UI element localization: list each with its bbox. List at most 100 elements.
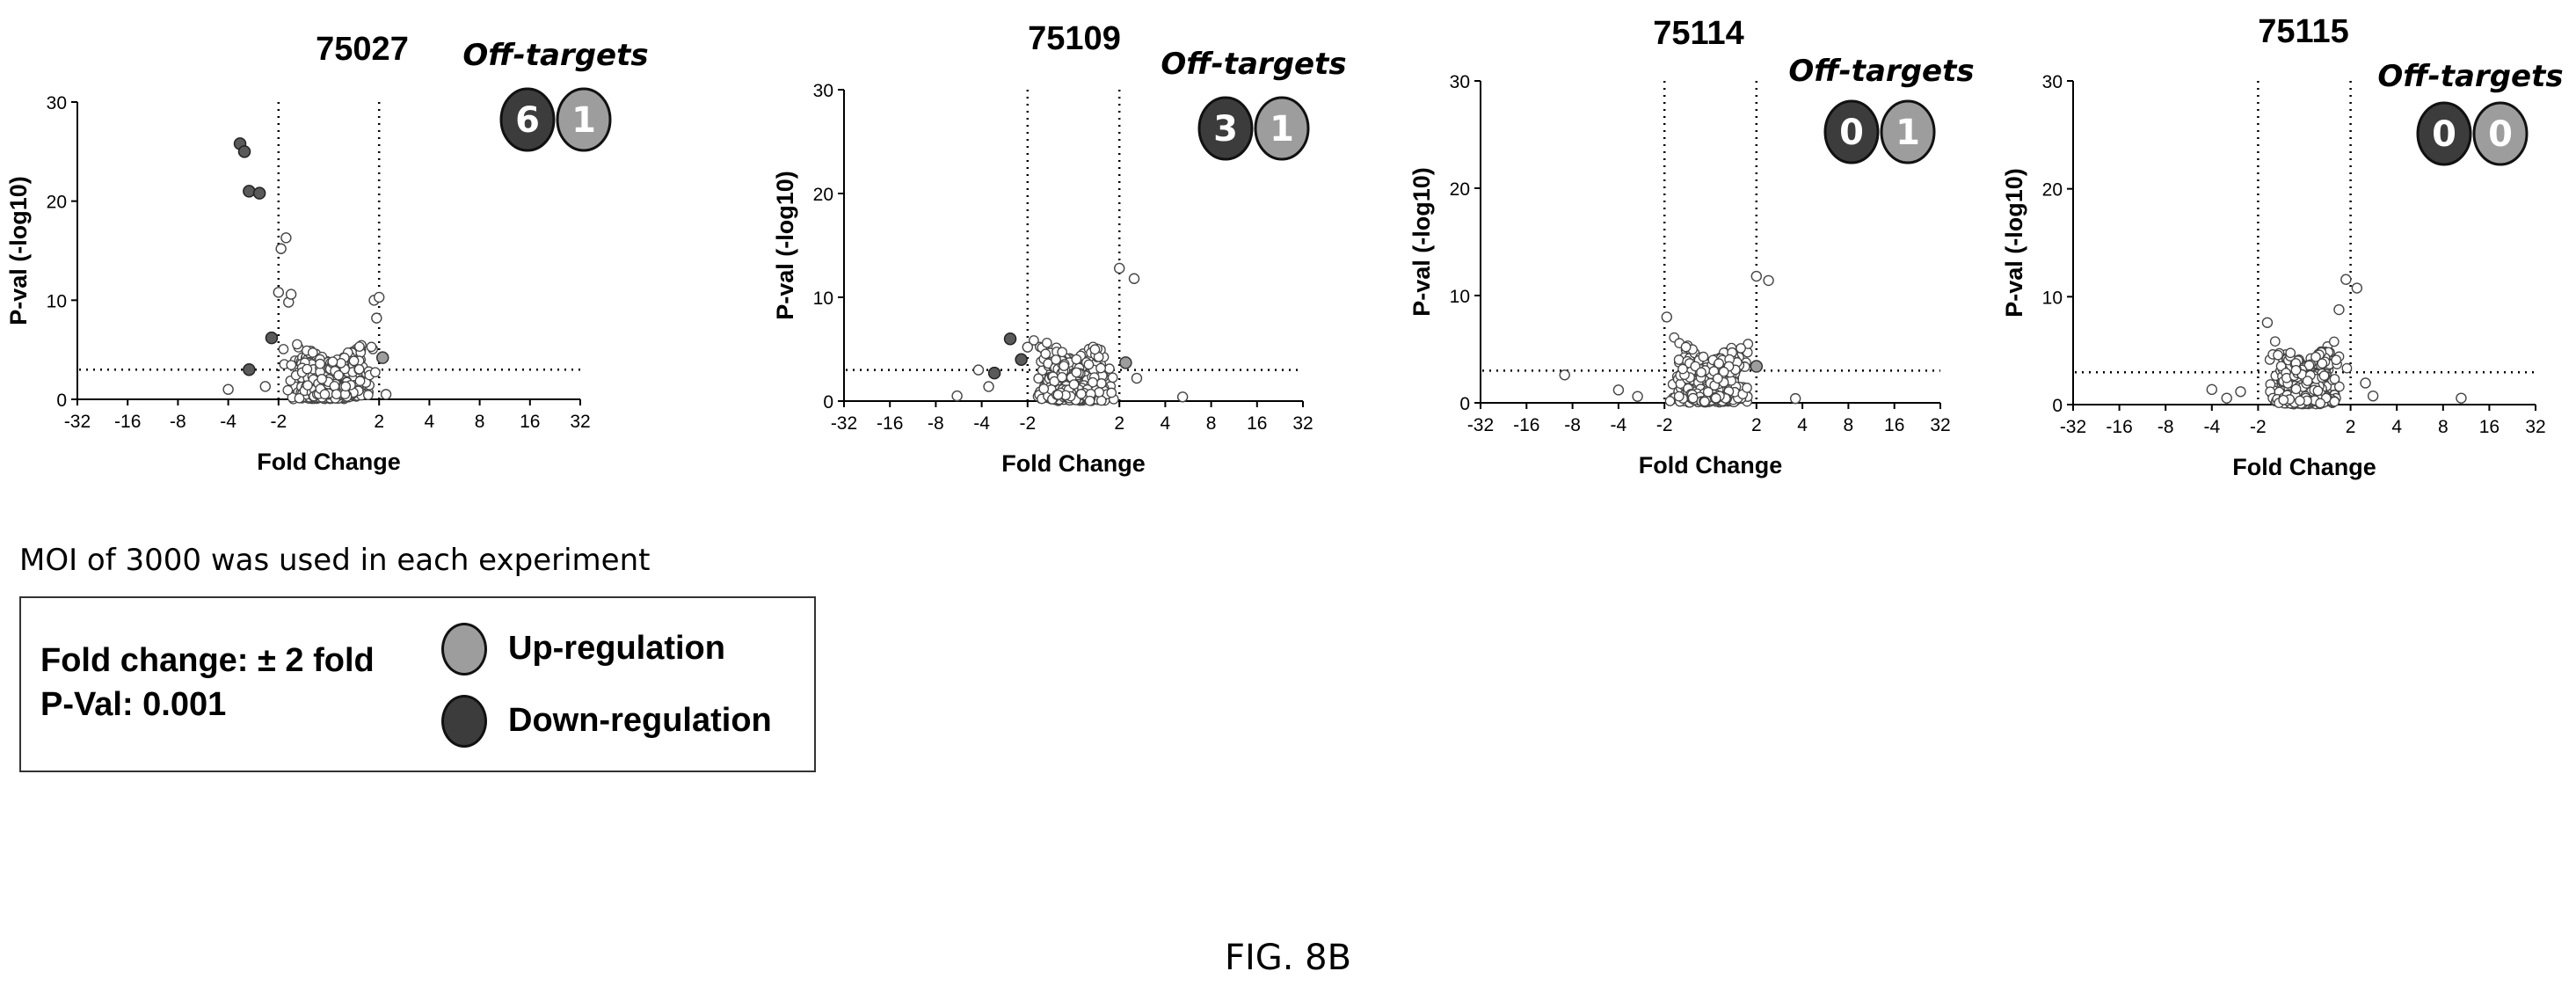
x-tick-label: 4 [1161,413,1171,434]
down-regulated-point [1003,332,1017,346]
gene-point [2315,398,2325,409]
x-tick-label: -16 [114,412,141,432]
y-tick-label: 10 [1450,287,1470,307]
gene-point [2290,364,2302,376]
x-tick-label: 16 [1884,415,1904,435]
x-tick-label: 2 [1114,413,1124,434]
gene-points [1559,270,1801,408]
y-tick-label: 20 [47,193,67,213]
pval-value: 0.001 [142,686,227,723]
outlier-point [2221,392,2232,404]
gene-point [292,339,302,350]
gene-point [1106,387,1117,398]
x-tick-label: 32 [1930,415,1950,435]
gene-point [1677,363,1688,375]
off-targets-label: Off-targets [462,38,648,73]
gene-point [2285,347,2296,359]
down-regulated-point [243,362,256,376]
x-tick-label: -8 [170,412,186,432]
down-count-badge [499,87,556,152]
outlier-point [280,232,292,244]
gene-point [1071,367,1082,378]
outlier-point [285,288,297,300]
x-tick-label: -8 [928,413,944,434]
pval-condition: P-Val: 0.001 [40,686,226,724]
gene-point [282,384,294,396]
x-tick-label: -32 [1467,415,1494,435]
outlier-point [2206,383,2218,396]
gene-point [1033,373,1044,384]
outlier-point [1022,341,1034,353]
up-count-badge [2472,101,2529,166]
up-count-value: 0 [2488,114,2513,155]
gene-point [1095,362,1106,374]
down-count-value: 0 [1839,113,1864,153]
gene-point [2312,385,2324,397]
gene-point [348,355,360,367]
gene-point [354,341,365,352]
gene-point [1664,396,1676,406]
down-regulation-label: Down-regulation [508,702,772,739]
gene-point [1107,372,1118,383]
outlier-point [273,287,284,298]
outlier-point [2360,377,2371,389]
gene-point [1029,335,1039,346]
gene-point [1095,378,1107,389]
up-regulation-swatch [441,623,487,676]
y-tick-label: 30 [47,93,67,113]
gene-point [1680,341,1692,353]
outlier-point [1128,273,1140,284]
y-tick-label: 20 [1450,179,1470,200]
outlier-point [1763,274,1774,287]
x-tick-label: 2 [1751,415,1762,435]
gene-point [302,380,313,391]
gene-point [317,374,327,384]
down-count-badge [1197,96,1254,161]
gene-point [1095,395,1107,406]
y-tick-label: 10 [47,291,67,311]
x-axis-title: Fold Change [1001,450,1146,477]
x-axis-title: Fold Change [257,449,401,475]
x-tick-label: -8 [1564,415,1581,435]
outlier-point [2351,282,2363,294]
down-regulated-point [265,331,279,345]
y-tick-label: 20 [2042,180,2063,201]
y-tick-label: 30 [813,81,833,101]
x-tick-label: 32 [1292,413,1313,434]
gene-point [1071,354,1082,365]
figure-caption: FIG. 8B [1224,938,1352,978]
outlier-point [1750,270,1763,282]
volcano-panel-75109: -32 -16 -8 -4 -2 2 4 8 16 32 0 10 20 30 Fold Change P-v… [772,20,1347,477]
gene-point [2317,358,2328,369]
gene-point [319,389,331,400]
gene-point [1051,354,1061,365]
y-tick-label: 20 [813,185,833,205]
gene-point [2341,362,2353,374]
down-regulation-swatch [441,695,487,748]
x-tick-label: -2 [1656,415,1673,435]
x-axis-title: Fold Change [1639,452,1783,478]
down-regulated-point [237,145,251,158]
x-tick-label: 8 [2438,417,2449,437]
outlier-point [2261,317,2274,328]
off-targets-label: Off-targets [1161,47,1346,82]
down-count-value: 0 [2432,114,2456,155]
off-targets-label: Off-targets [2377,59,2563,94]
outlier-point [2340,274,2352,285]
outlier-point [275,243,287,254]
outlier-point [1113,262,1125,274]
outlier-point [1661,311,1673,323]
y-tick-label: 0 [1459,394,1470,414]
up-regulated-point [1119,356,1132,369]
y-tick-label: 0 [56,391,67,411]
outlier-point [983,381,994,392]
gene-point [2290,383,2302,395]
outlier-point [259,381,271,392]
gene-point [2331,354,2342,366]
gene-point [302,363,313,375]
outlier-point [2456,392,2467,404]
gene-point [1075,389,1087,399]
gene-point [327,356,338,368]
x-tick-label: -16 [2106,417,2132,437]
